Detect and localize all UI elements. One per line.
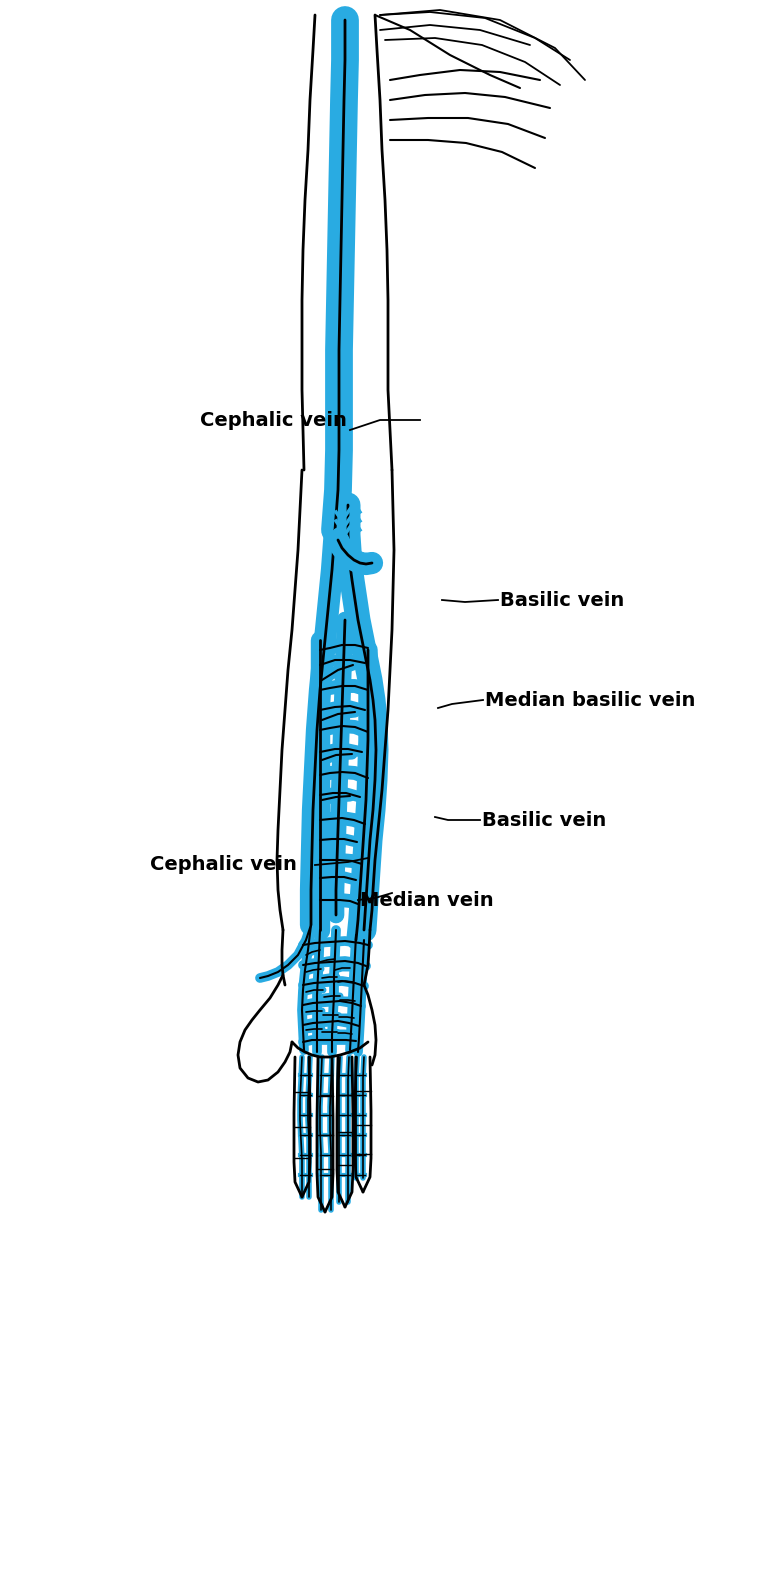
Text: Basilic vein: Basilic vein bbox=[500, 590, 624, 609]
Text: Basilic vein: Basilic vein bbox=[482, 811, 606, 830]
Text: Cephalic vein: Cephalic vein bbox=[150, 855, 297, 875]
Text: Cephalic vein: Cephalic vein bbox=[200, 410, 347, 429]
Text: Median vein: Median vein bbox=[360, 890, 494, 909]
Text: Median basilic vein: Median basilic vein bbox=[485, 690, 695, 709]
